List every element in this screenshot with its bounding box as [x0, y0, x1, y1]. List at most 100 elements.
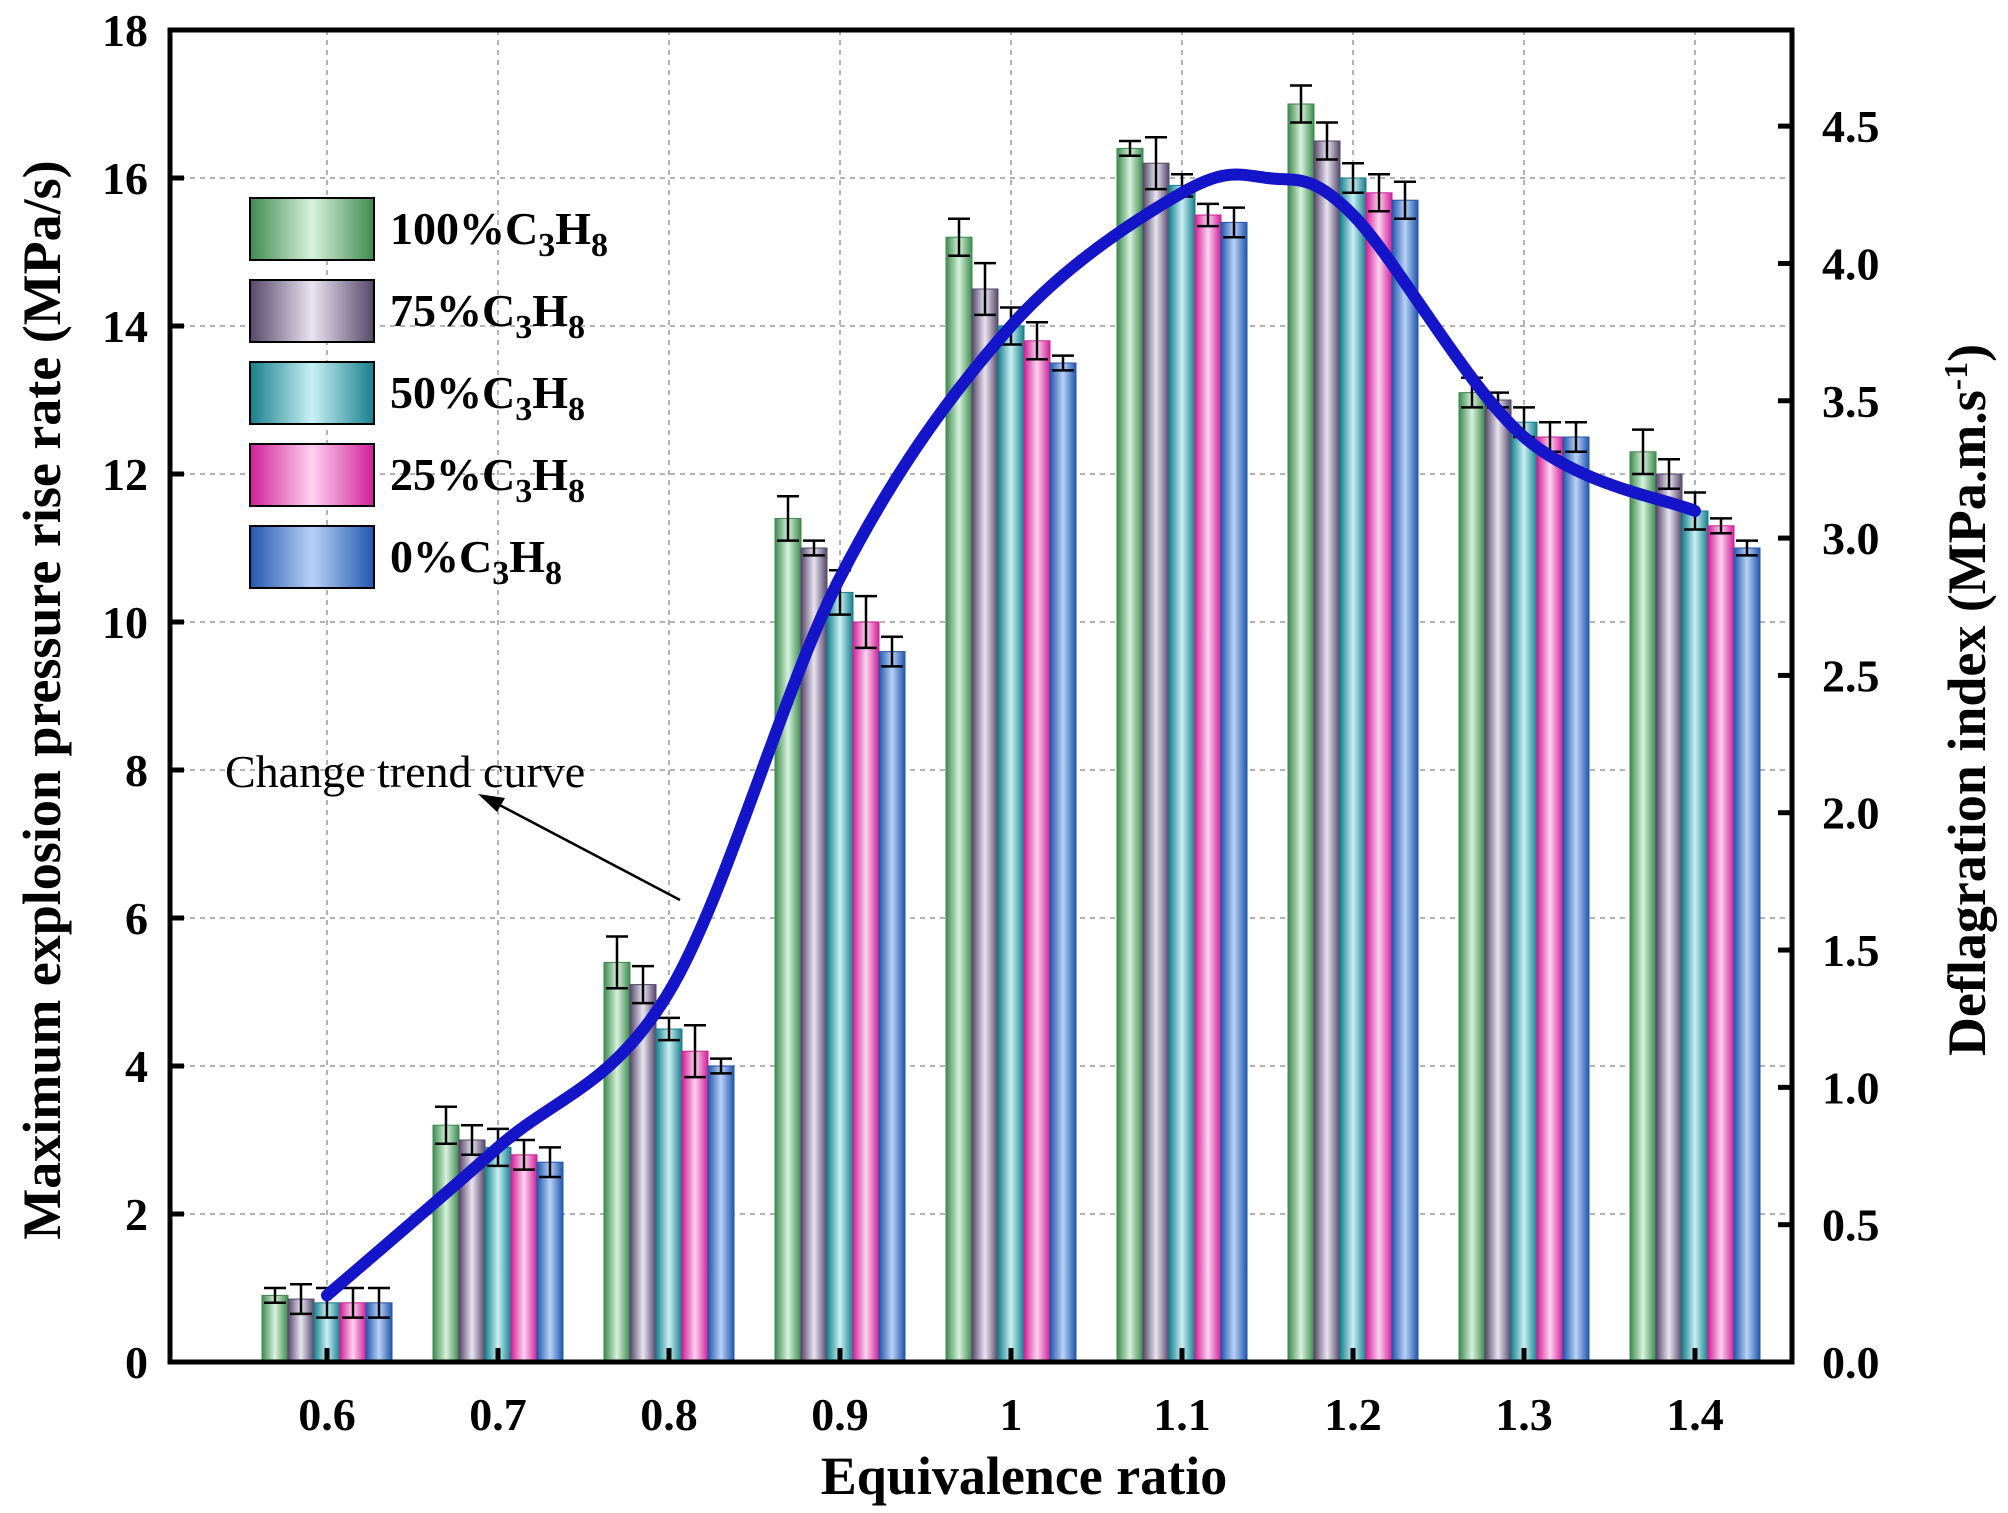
- x-axis-title: Equivalence ratio: [821, 1446, 1227, 1506]
- legend-label-part: 3: [492, 555, 509, 592]
- bar: [1510, 421, 1538, 1363]
- legend-swatch: [249, 279, 375, 343]
- annotation-arrowhead: [478, 794, 505, 812]
- axes-group: 0246810121416180.00.51.01.52.02.53.03.54…: [102, 5, 1880, 1440]
- bar: [681, 1050, 709, 1363]
- y-tick-label: 16: [102, 153, 148, 204]
- legend-label: 25%C3H8: [390, 449, 585, 510]
- legend-label-part: 0%C: [390, 531, 492, 582]
- trend-annotation: Change trend curve: [225, 746, 681, 902]
- bar: [1313, 140, 1341, 1363]
- y2-tick-label: 3.0: [1822, 513, 1880, 564]
- y-tick-label: 8: [125, 745, 148, 796]
- y-tick-label: 12: [102, 449, 148, 500]
- y2-axis-title-main: Deflagration index (MPa.m.s: [1937, 390, 1997, 1056]
- legend-label-part: 100%C: [390, 203, 538, 254]
- bar: [707, 1065, 735, 1363]
- x-tick-label: 1: [1000, 1389, 1023, 1440]
- legend-label-part: H: [509, 531, 545, 582]
- bar: [261, 1294, 289, 1363]
- bar: [1220, 221, 1248, 1363]
- bar: [1049, 362, 1077, 1363]
- legend-label-part: 25%C: [390, 449, 515, 500]
- legend-label-part: 8: [568, 309, 585, 346]
- bar: [1023, 340, 1051, 1363]
- y-tick-label: 2: [125, 1189, 148, 1240]
- bar: [826, 591, 854, 1363]
- bar: [1484, 399, 1512, 1363]
- legend-label: 75%C3H8: [390, 285, 585, 346]
- legend-swatch: [249, 525, 375, 589]
- y2-tick-label: 4.5: [1822, 101, 1880, 152]
- legend-label: 0%C3H8: [390, 531, 562, 592]
- legend-swatch: [249, 361, 375, 425]
- bar: [878, 651, 906, 1363]
- y2-tick-label: 2.0: [1822, 788, 1880, 839]
- x-tick-label: 0.9: [811, 1389, 869, 1440]
- bar: [1194, 214, 1222, 1363]
- x-tick-label: 1.4: [1666, 1389, 1724, 1440]
- bar: [655, 1028, 683, 1363]
- legend-label: 50%C3H8: [390, 367, 585, 428]
- y-tick-label: 14: [102, 301, 148, 352]
- bar: [971, 288, 999, 1363]
- legend-label: 100%C3H8: [390, 203, 608, 264]
- y2-tick-label: 1.5: [1822, 925, 1880, 976]
- y2-axis-title: Deflagration index (MPa.m.s-1): [1937, 344, 1997, 1056]
- y2-axis-title-sup: -1: [1938, 362, 1975, 390]
- bars-group: [261, 84, 1761, 1363]
- y-tick-label: 10: [102, 597, 148, 648]
- y2-tick-label: 4.0: [1822, 238, 1880, 289]
- y2-tick-label: 0.5: [1822, 1200, 1880, 1251]
- legend-label-part: 3: [538, 227, 555, 264]
- y2-tick-label: 0.0: [1822, 1337, 1880, 1388]
- bar: [997, 325, 1025, 1363]
- bar: [1168, 184, 1196, 1363]
- plot-frame: [167, 27, 1795, 1365]
- legend-label-part: H: [532, 285, 568, 336]
- legend-label-part: H: [555, 203, 591, 254]
- legend-swatch: [249, 197, 375, 261]
- y-tick-label: 6: [125, 893, 148, 944]
- y2-axis-title-close: ): [1937, 344, 1997, 362]
- trend-curve-group: [321, 168, 1701, 1302]
- legend-label-part: 75%C: [390, 285, 515, 336]
- bar: [1562, 436, 1590, 1363]
- x-tick-label: 1.3: [1495, 1389, 1553, 1440]
- x-tick-label: 1.1: [1153, 1389, 1211, 1440]
- legend-label-part: 3: [515, 473, 532, 510]
- y2-tick-label: 1.0: [1822, 1062, 1880, 1113]
- legend-label-part: 50%C: [390, 367, 515, 418]
- y2-tick-label: 2.5: [1822, 650, 1880, 701]
- trend-annotation-label: Change trend curve: [225, 746, 585, 797]
- bar: [1536, 436, 1564, 1363]
- bar: [1287, 103, 1315, 1363]
- x-tick-label: 0.6: [298, 1389, 356, 1440]
- bar: [1629, 451, 1657, 1363]
- bar: [484, 1146, 512, 1363]
- bar: [536, 1161, 564, 1363]
- bar: [852, 621, 880, 1363]
- bar: [603, 961, 631, 1363]
- y-tick-label: 18: [102, 5, 148, 56]
- x-tick-label: 1.2: [1324, 1389, 1382, 1440]
- y-tick-label: 0: [125, 1337, 148, 1388]
- bar: [1142, 162, 1170, 1363]
- bar: [1733, 547, 1761, 1363]
- bar: [1681, 510, 1709, 1363]
- bar: [432, 1124, 460, 1363]
- legend-label-part: 8: [591, 227, 608, 264]
- bar: [1707, 525, 1735, 1363]
- trend-curve: [321, 168, 1701, 1302]
- legend-label-part: 3: [515, 309, 532, 346]
- legend-label-part: H: [532, 449, 568, 500]
- bar: [774, 517, 802, 1363]
- y2-tick-label: 3.5: [1822, 376, 1880, 427]
- legend-label-part: 3: [515, 391, 532, 428]
- bar: [510, 1154, 538, 1363]
- y-tick-label: 4: [125, 1041, 148, 1092]
- x-tick-label: 0.8: [640, 1389, 698, 1440]
- bar: [1365, 192, 1393, 1363]
